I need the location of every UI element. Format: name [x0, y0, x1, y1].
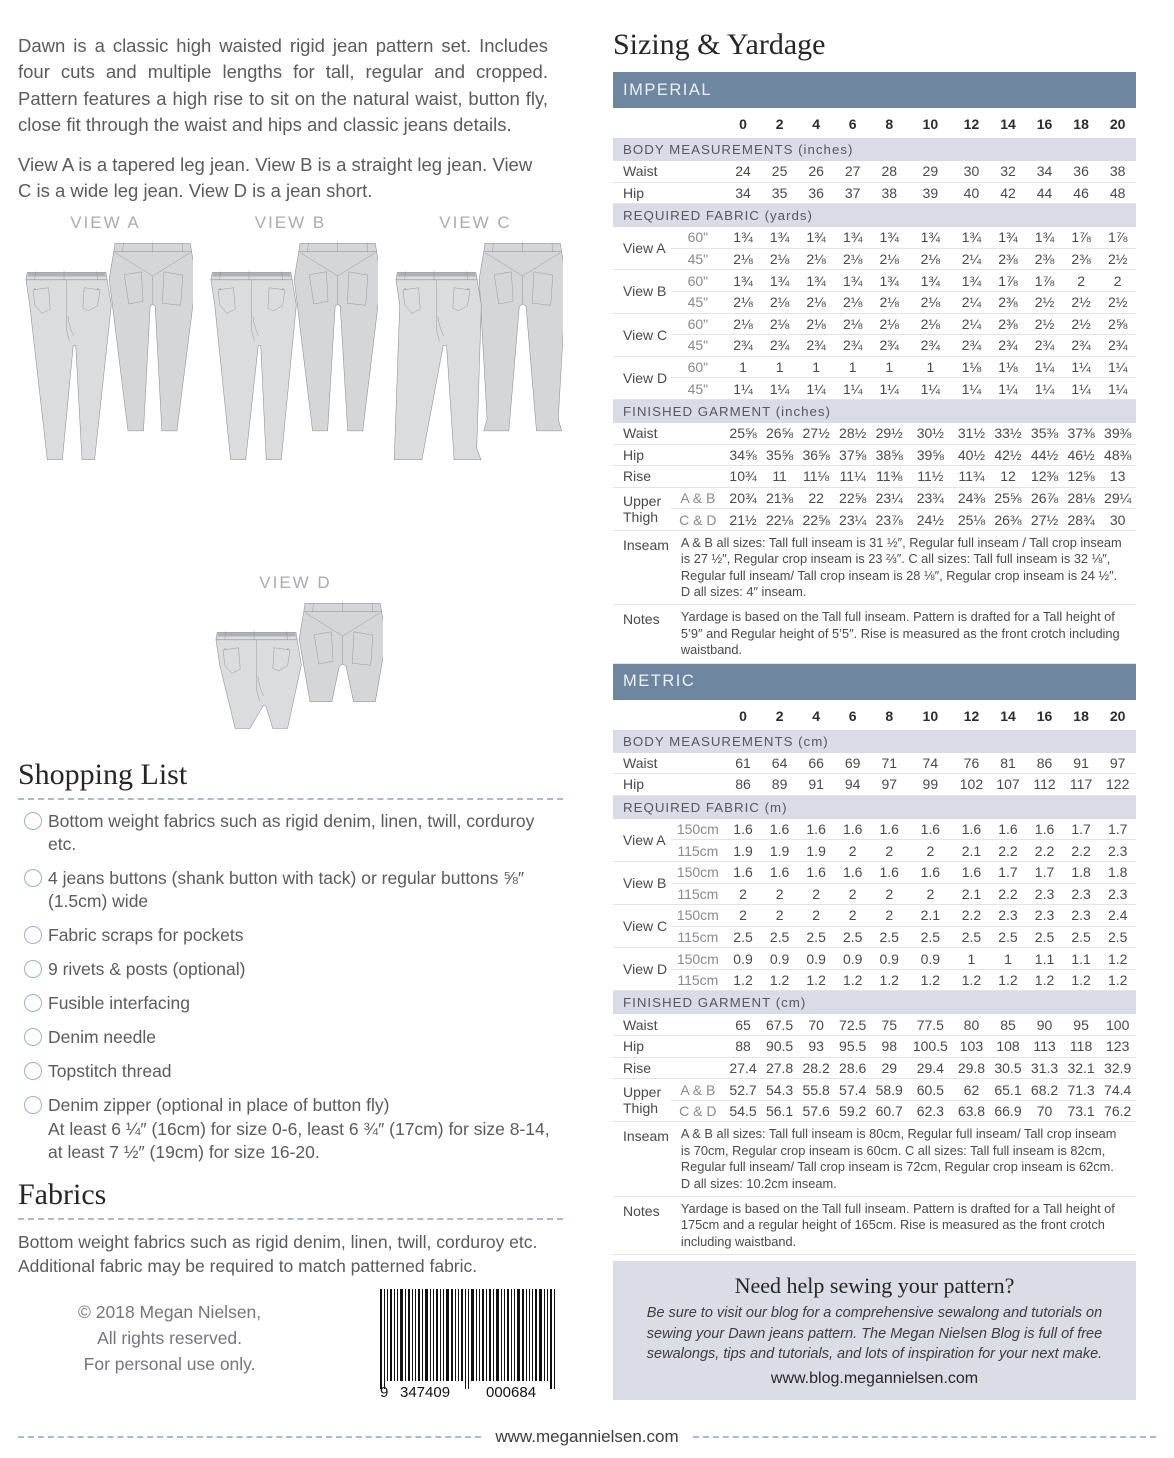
- svg-text:347409: 347409: [400, 1384, 450, 1401]
- svg-text:9: 9: [380, 1384, 388, 1401]
- svg-text:000684: 000684: [486, 1384, 536, 1401]
